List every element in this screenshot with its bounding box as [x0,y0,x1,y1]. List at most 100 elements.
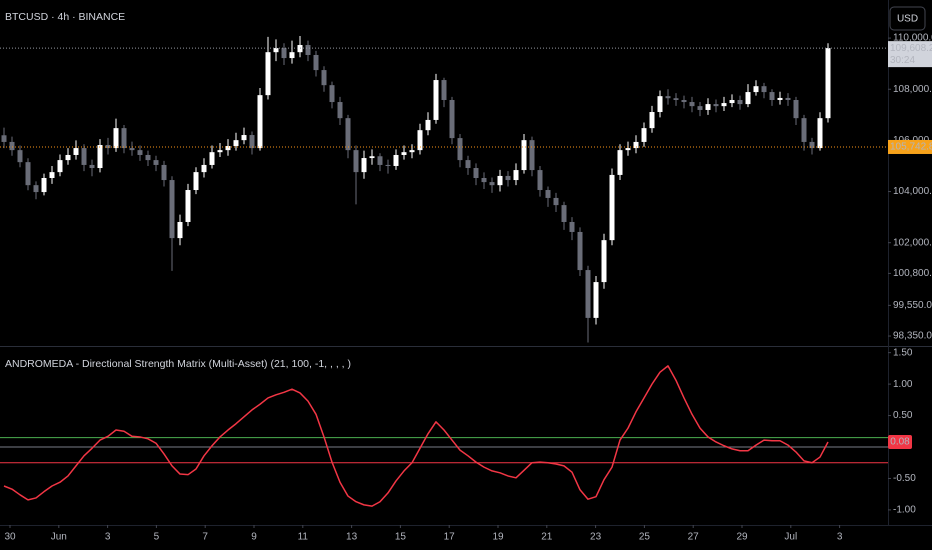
candle-body [57,160,63,173]
candle-body [505,175,511,181]
last-value-label: 0.08 [890,437,910,448]
y-tick-label: -1.00 [893,505,916,516]
candle-body [817,118,823,149]
candle-body [537,170,543,191]
candle-body [265,52,271,96]
candle-body [409,150,415,153]
y-tick-label: 104,000.00 [893,186,932,197]
candle-body [681,99,687,103]
candle-body [401,152,407,155]
candle-body [585,270,591,318]
candle-body [89,164,95,169]
currency-button[interactable]: USD [889,6,926,31]
y-tick-label: 0.50 [893,410,913,421]
candle-body [673,98,679,100]
x-tick-label: 5 [154,532,160,543]
candle-body [737,99,743,105]
x-tick-label: 25 [639,532,651,543]
candle-body [177,221,183,239]
candle-body [257,95,263,149]
x-tick-label: 23 [590,532,602,543]
candle-body [761,86,767,93]
candle-body [809,141,815,149]
candle-body [329,85,335,103]
candle-body [249,135,255,149]
y-tick-label: 1.00 [893,379,913,390]
candle-body [73,148,79,155]
candle-body [193,172,199,191]
candle-body [513,170,519,181]
chart-title: ANDROMEDA - Directional Strength Matrix … [5,358,351,370]
price-label: 105,742.86 [890,142,932,153]
candle-body [649,112,655,129]
candle-body [145,154,151,161]
candle-body [489,182,495,186]
candle-body [153,160,159,165]
candle-body [425,119,431,131]
candle-body [273,48,279,53]
candle-body [457,138,463,161]
candle-body [625,148,631,151]
candle-body [601,240,607,283]
candle-body [473,168,479,178]
candle-body [825,48,831,119]
x-tick-label: 17 [444,532,456,543]
x-tick-label: 27 [688,532,700,543]
candle-body [97,145,103,169]
candle-body [353,150,359,173]
x-tick-label: 3 [837,532,843,543]
candle-body [81,148,87,165]
y-tick-label: 99,550.00 [893,300,932,311]
candle-body [25,162,31,186]
candle-body [41,177,47,193]
candle-body [721,103,727,107]
candle-body [393,154,399,166]
candle-body [65,154,71,161]
currency-button-label[interactable]: USD [897,14,918,25]
candle-body [169,180,175,239]
candle-body [745,92,751,105]
candle-body [497,175,503,186]
y-tick-label: 110,000.00 [893,33,932,44]
indicator-line [3,365,829,507]
candle-body [609,174,615,241]
candle-body [209,152,215,165]
candle-body [137,150,143,155]
y-tick-label: 102,000.00 [893,237,932,248]
y-tick-label: 100,800.00 [893,268,932,279]
x-tick-label: 11 [298,532,309,543]
candle-body [441,80,447,100]
candle-body [633,141,639,149]
candle-body [481,177,487,183]
x-tick-label: 15 [395,532,407,543]
y-tick-label: 98,350.00 [893,331,932,342]
x-tick-label: Jun [51,532,67,543]
candle-body [777,97,783,100]
candle-body [361,158,367,173]
candle-body [641,128,647,142]
candle-body [801,118,807,142]
candle-body [689,102,695,107]
candle-body [753,86,759,93]
x-tick-label: 30 [4,532,16,543]
candle-body [161,164,167,181]
candle-body [545,190,551,198]
candle-body [17,150,23,163]
candle-body [713,104,719,107]
candle-body [1,135,7,142]
candle-body [369,156,375,159]
candle-body [385,164,391,166]
candle-body [377,156,383,165]
x-tick-label: 29 [736,532,748,543]
chart-title: BTCUSD · 4h · BINANCE [5,11,125,23]
candle-body [129,148,135,151]
candle-body [561,205,567,222]
price-label-box [888,41,932,68]
price-label: 109,608.21 [890,43,932,54]
currency-button-frame[interactable] [889,6,926,31]
candle-body [9,141,15,151]
candle-body [617,150,623,175]
candle-body [657,96,663,113]
